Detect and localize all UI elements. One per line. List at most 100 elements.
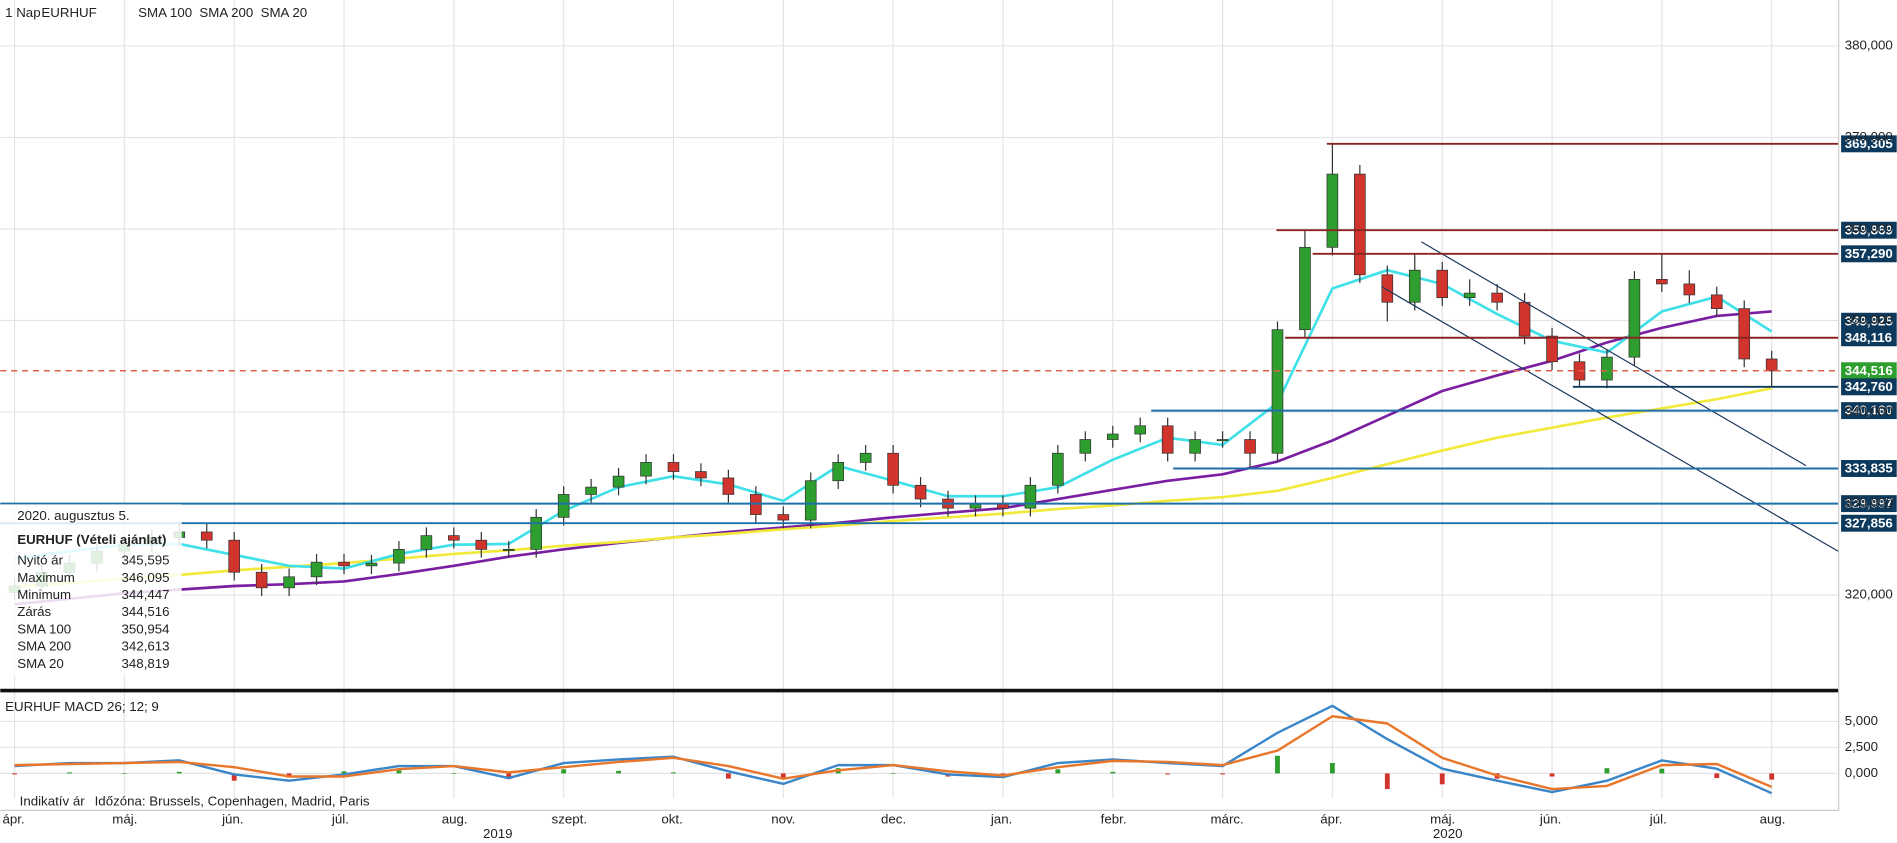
trend-line bbox=[1381, 286, 1839, 553]
info-title: EURHUF (Vételi ajánlat) bbox=[17, 532, 166, 547]
footer: Indikatív ár Időzóna: Brussels, Copenhag… bbox=[20, 793, 370, 808]
candle-body bbox=[530, 516, 543, 550]
x-tick-label: jan. bbox=[990, 812, 1012, 827]
candle-body bbox=[722, 477, 735, 495]
legend: SMA 100 SMA 200 SMA 20 bbox=[138, 5, 307, 20]
candle-body bbox=[475, 539, 488, 550]
histogram-bar bbox=[67, 772, 72, 774]
sma-line bbox=[14, 310, 1772, 606]
info-box: 2020. augusztus 5. EURHUF (Vételi ajánla… bbox=[0, 504, 182, 677]
candle-body bbox=[1271, 329, 1284, 454]
level-label: 342,760 bbox=[1845, 379, 1893, 394]
histogram-bar bbox=[506, 773, 512, 780]
candle-body bbox=[1710, 294, 1723, 309]
candle-body bbox=[557, 494, 570, 518]
histogram-bar bbox=[176, 771, 182, 774]
candle-body bbox=[1079, 439, 1092, 454]
histogram-bar bbox=[1165, 773, 1171, 775]
candle-body bbox=[502, 548, 515, 551]
candle-body bbox=[420, 535, 433, 550]
level-label: 349,925 bbox=[1845, 313, 1894, 328]
level-box bbox=[1841, 362, 1897, 380]
candle-body bbox=[1546, 335, 1558, 363]
histogram-bar bbox=[1604, 768, 1610, 774]
candle-body bbox=[887, 452, 899, 486]
level-label: 357,290 bbox=[1845, 246, 1893, 261]
level-box bbox=[1841, 221, 1897, 239]
candle-body bbox=[200, 531, 213, 541]
level-box bbox=[1841, 135, 1897, 153]
level-label: 329,997 bbox=[1845, 496, 1893, 511]
x-tick-label: szept. bbox=[552, 812, 587, 827]
histogram-bar bbox=[1275, 755, 1280, 774]
histogram-bar bbox=[1055, 769, 1061, 774]
candle-body bbox=[1244, 439, 1256, 454]
info-background bbox=[0, 504, 182, 677]
candle-body bbox=[1106, 433, 1119, 440]
candle-body bbox=[1024, 484, 1037, 509]
level-box bbox=[1841, 378, 1897, 396]
candle-body bbox=[1189, 439, 1201, 454]
info-row-label: SMA 200 bbox=[17, 639, 71, 654]
x-tick-label: jún. bbox=[221, 812, 243, 827]
candle-body bbox=[859, 452, 872, 463]
x-tick-label: ápr. bbox=[1320, 812, 1342, 827]
histogram-bar bbox=[1220, 773, 1225, 775]
info-row-value: 344,447 bbox=[122, 587, 170, 602]
x-tick-label: aug. bbox=[1760, 812, 1786, 827]
histogram-bar bbox=[1659, 768, 1665, 774]
histogram-bar bbox=[780, 773, 786, 779]
x-tick-label: dec. bbox=[881, 812, 906, 827]
candle-body bbox=[1161, 425, 1174, 454]
y-tick-label: 380,000 bbox=[1845, 37, 1893, 52]
level-box bbox=[1841, 495, 1897, 513]
candle-body bbox=[448, 535, 460, 541]
x-tick-label: ápr. bbox=[2, 812, 24, 827]
macd-title: EURHUF MACD 26; 12; 9 bbox=[5, 699, 159, 714]
x-tick-label: júl. bbox=[331, 812, 349, 827]
legend-entry: SMA 200 bbox=[199, 5, 253, 20]
level-label: 327,856 bbox=[1845, 515, 1893, 530]
level-label: 333,835 bbox=[1845, 461, 1894, 476]
y-tick-label: 320,000 bbox=[1845, 587, 1893, 602]
y-tick-label: 340,000 bbox=[1845, 404, 1893, 419]
interval: 1 Nap bbox=[5, 5, 40, 20]
price-levels: 369,305 359,869 357,290 349,925 348,116 344,5… bbox=[0, 135, 1897, 532]
info-row-value: 344,516 bbox=[122, 604, 170, 619]
level-box bbox=[1841, 402, 1897, 420]
candle-body bbox=[1683, 283, 1696, 296]
x-tick-label: aug. bbox=[442, 812, 468, 827]
histogram-bar bbox=[561, 769, 567, 774]
histogram-bar bbox=[1769, 773, 1775, 780]
candle-body bbox=[1765, 358, 1778, 372]
candle-body bbox=[777, 514, 790, 521]
level-label: 348,116 bbox=[1845, 330, 1892, 345]
info-row-value: 345,595 bbox=[122, 553, 170, 568]
info-row-value: 350,954 bbox=[122, 621, 170, 636]
candle-body bbox=[667, 462, 680, 472]
candle-body bbox=[393, 548, 405, 564]
candle-body bbox=[695, 471, 707, 479]
histogram-bar bbox=[1714, 773, 1720, 779]
level-label: 344,516 bbox=[1845, 363, 1893, 378]
candle-body bbox=[1436, 269, 1449, 299]
x-tick-label: okt. bbox=[661, 812, 682, 827]
candle-body bbox=[1381, 274, 1394, 303]
candle-body bbox=[640, 462, 652, 477]
candle-body bbox=[585, 486, 597, 495]
x-tick-label: máj. bbox=[1430, 812, 1455, 827]
candle-body bbox=[1463, 292, 1476, 299]
y-tick-label: 360,000 bbox=[1845, 221, 1893, 236]
histogram-bar bbox=[12, 773, 17, 775]
y-tick-label: 0,000 bbox=[1845, 765, 1878, 780]
histogram-bar bbox=[1439, 773, 1445, 785]
candle-body bbox=[283, 576, 295, 589]
candle-body bbox=[1134, 425, 1147, 435]
candle-body bbox=[1491, 292, 1503, 303]
symbol: EURHUF bbox=[41, 5, 96, 20]
candle-body bbox=[310, 561, 323, 578]
candle-body bbox=[914, 484, 927, 500]
y-tick-label: 5,000 bbox=[1845, 713, 1878, 728]
candle-body bbox=[612, 475, 625, 488]
